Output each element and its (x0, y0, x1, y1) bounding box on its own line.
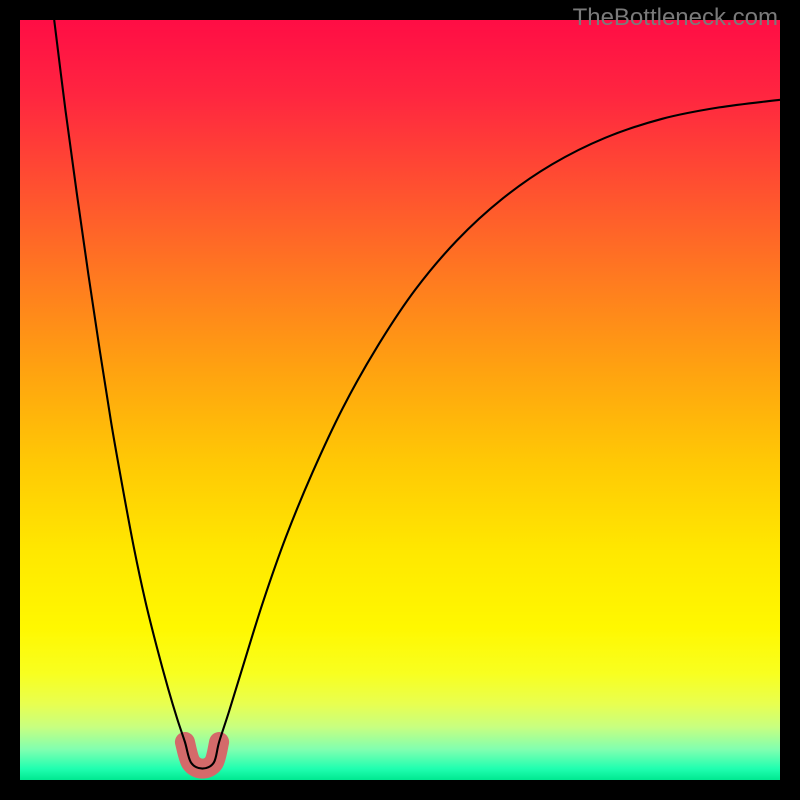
watermark-text: TheBottleneck.com (573, 4, 778, 32)
chart-frame: TheBottleneck.com (0, 0, 800, 800)
bottleneck-curve (54, 20, 780, 769)
curve-overlay (20, 20, 780, 780)
dip-u-marker (185, 742, 219, 769)
plot-area (20, 20, 780, 780)
